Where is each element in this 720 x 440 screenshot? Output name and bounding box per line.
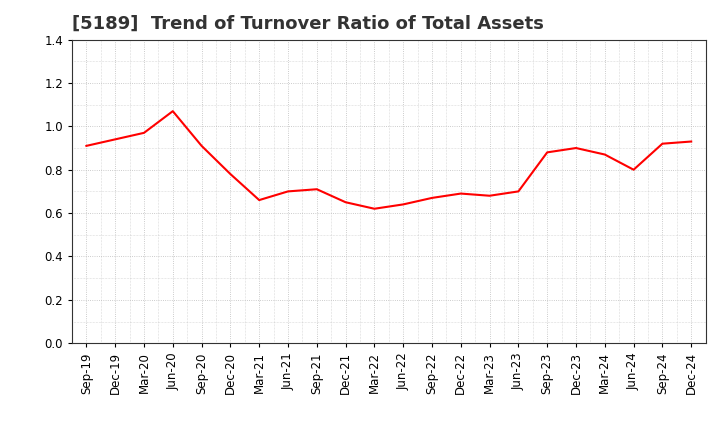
Text: [5189]  Trend of Turnover Ratio of Total Assets: [5189] Trend of Turnover Ratio of Total … — [72, 15, 544, 33]
